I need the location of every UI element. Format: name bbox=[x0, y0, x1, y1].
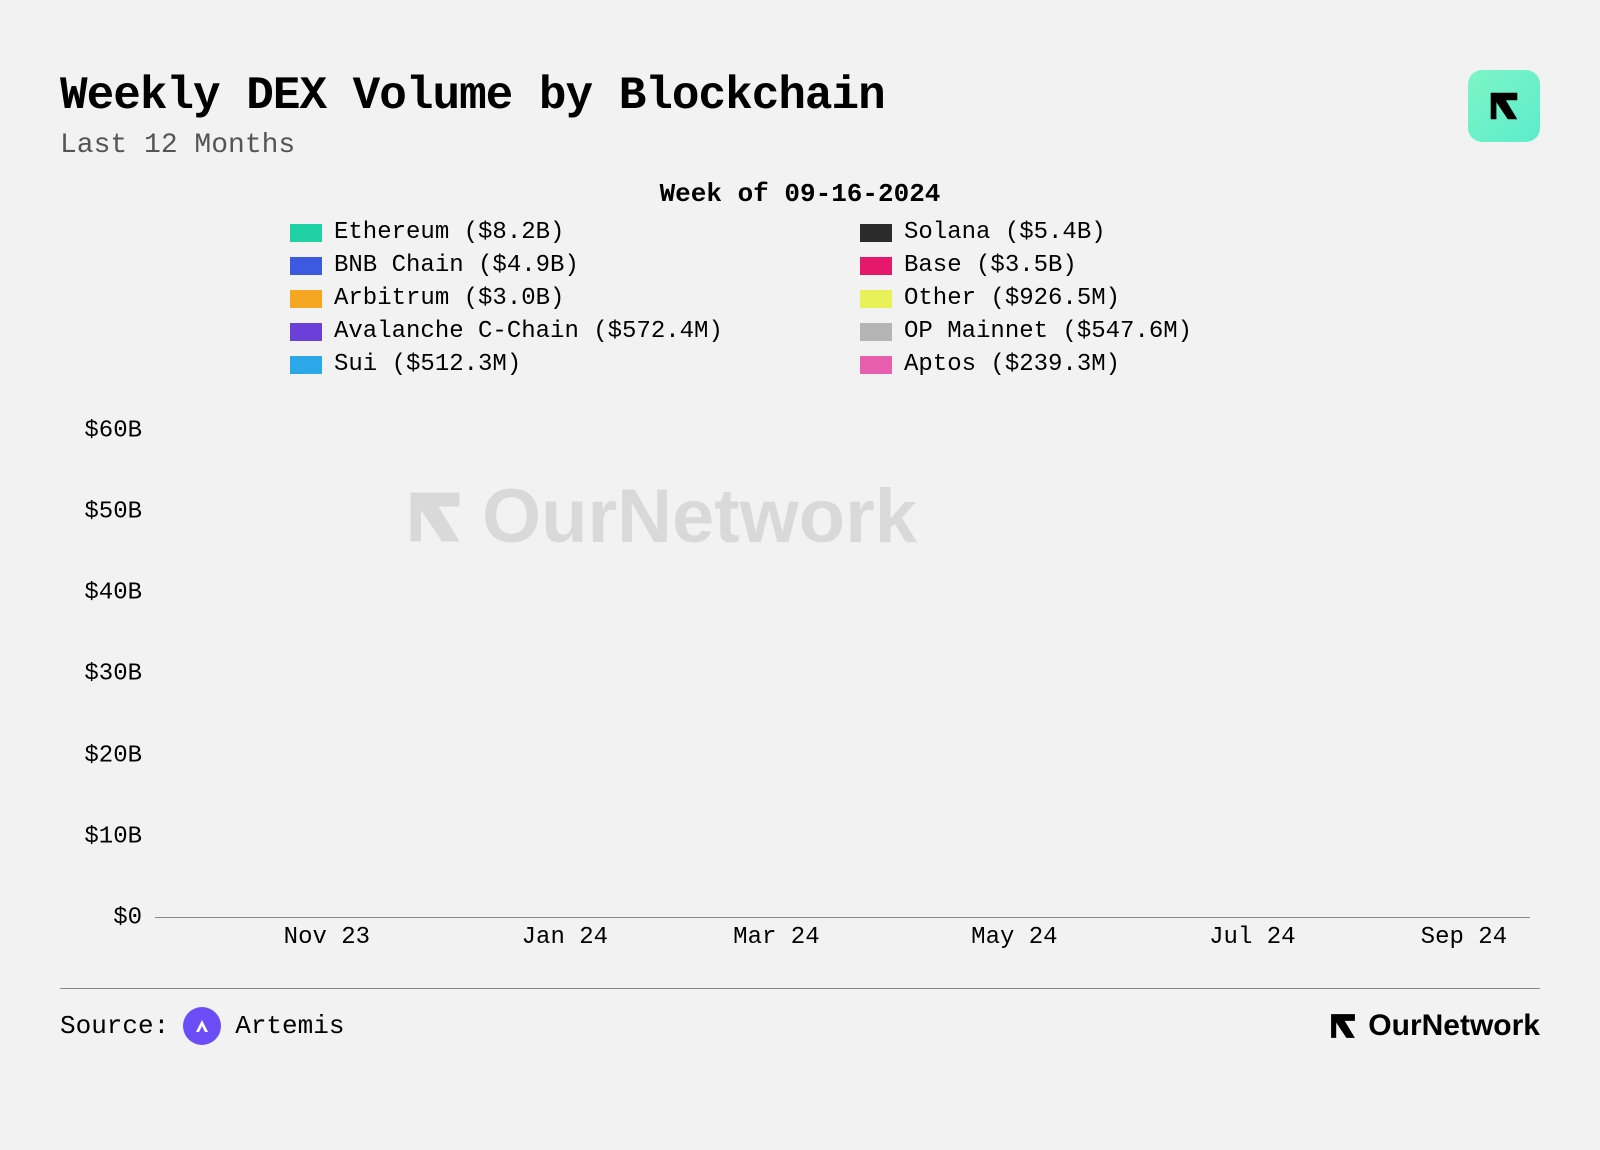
footer: Source: Artemis OurNetwork bbox=[60, 988, 1540, 1045]
brand-name: OurNetwork bbox=[1368, 1009, 1540, 1043]
source-name: Artemis bbox=[235, 1011, 344, 1041]
y-axis: $0$10B$20B$30B$40B$50B$60B bbox=[60, 398, 150, 918]
header: Weekly DEX Volume by Blockchain Last 12 … bbox=[60, 70, 1540, 161]
legend-item: BNB Chain ($4.9B) bbox=[290, 252, 740, 279]
y-tick-label: $30B bbox=[84, 661, 142, 688]
x-tick-label: Jan 24 bbox=[522, 924, 608, 951]
legend-swatch bbox=[860, 224, 892, 242]
legend-item: Other ($926.5M) bbox=[860, 285, 1310, 312]
x-tick-label: May 24 bbox=[971, 924, 1057, 951]
ournetwork-badge-icon bbox=[1468, 70, 1540, 142]
title-block: Weekly DEX Volume by Blockchain Last 12 … bbox=[60, 70, 885, 161]
legend-item: Solana ($5.4B) bbox=[860, 219, 1310, 246]
x-tick-label: Mar 24 bbox=[733, 924, 819, 951]
chart-subtitle: Last 12 Months bbox=[60, 130, 885, 161]
legend-item: Ethereum ($8.2B) bbox=[290, 219, 740, 246]
legend-swatch bbox=[290, 356, 322, 374]
x-axis: Nov 23 Jan 24 Mar 24 May 24 Jul 24 Sep 24 bbox=[155, 918, 1530, 958]
source-block: Source: Artemis bbox=[60, 1007, 344, 1045]
legend-swatch bbox=[290, 323, 322, 341]
y-tick-label: $40B bbox=[84, 580, 142, 607]
ournetwork-logo: OurNetwork bbox=[1326, 1009, 1540, 1043]
legend-label: Aptos ($239.3M) bbox=[904, 351, 1120, 378]
legend-item: Sui ($512.3M) bbox=[290, 351, 740, 378]
legend-item: Arbitrum ($3.0B) bbox=[290, 285, 740, 312]
legend-swatch bbox=[290, 257, 322, 275]
legend-label: Base ($3.5B) bbox=[904, 252, 1077, 279]
bars-group bbox=[155, 398, 1530, 917]
legend-item: Avalanche C-Chain ($572.4M) bbox=[290, 318, 740, 345]
x-tick-label: Sep 24 bbox=[1421, 924, 1507, 951]
legend-label: Other ($926.5M) bbox=[904, 285, 1120, 312]
legend-swatch bbox=[860, 257, 892, 275]
legend-swatch bbox=[860, 323, 892, 341]
source-prefix: Source: bbox=[60, 1011, 169, 1041]
legend-swatch bbox=[290, 224, 322, 242]
legend-item: OP Mainnet ($547.6M) bbox=[860, 318, 1310, 345]
chart-title: Weekly DEX Volume by Blockchain bbox=[60, 70, 885, 122]
legend-item: Base ($3.5B) bbox=[860, 252, 1310, 279]
x-tick-label: Jul 24 bbox=[1209, 924, 1295, 951]
y-tick-label: $60B bbox=[84, 417, 142, 444]
legend: Ethereum ($8.2B) Solana ($5.4B) BNB Chain … bbox=[290, 219, 1310, 378]
week-label: Week of 09-16-2024 bbox=[60, 179, 1540, 209]
legend-swatch bbox=[290, 290, 322, 308]
legend-label: OP Mainnet ($547.6M) bbox=[904, 318, 1192, 345]
artemis-icon bbox=[183, 1007, 221, 1045]
legend-label: Arbitrum ($3.0B) bbox=[334, 285, 564, 312]
y-tick-label: $20B bbox=[84, 742, 142, 769]
legend-swatch bbox=[860, 290, 892, 308]
legend-label: Ethereum ($8.2B) bbox=[334, 219, 564, 246]
legend-label: Avalanche C-Chain ($572.4M) bbox=[334, 318, 723, 345]
chart-container: Weekly DEX Volume by Blockchain Last 12 … bbox=[0, 0, 1600, 1150]
plot-area bbox=[155, 398, 1530, 918]
legend-label: Solana ($5.4B) bbox=[904, 219, 1106, 246]
legend-label: BNB Chain ($4.9B) bbox=[334, 252, 579, 279]
y-tick-label: $50B bbox=[84, 498, 142, 525]
y-tick-label: $0 bbox=[113, 905, 142, 932]
legend-item: Aptos ($239.3M) bbox=[860, 351, 1310, 378]
legend-swatch bbox=[860, 356, 892, 374]
x-tick-label: Nov 23 bbox=[284, 924, 370, 951]
ournetwork-logo-icon bbox=[1326, 1009, 1360, 1043]
y-tick-label: $10B bbox=[84, 823, 142, 850]
chart-area: OurNetwork $0$10B$20B$30B$40B$50B$60B No… bbox=[60, 398, 1540, 958]
legend-label: Sui ($512.3M) bbox=[334, 351, 521, 378]
